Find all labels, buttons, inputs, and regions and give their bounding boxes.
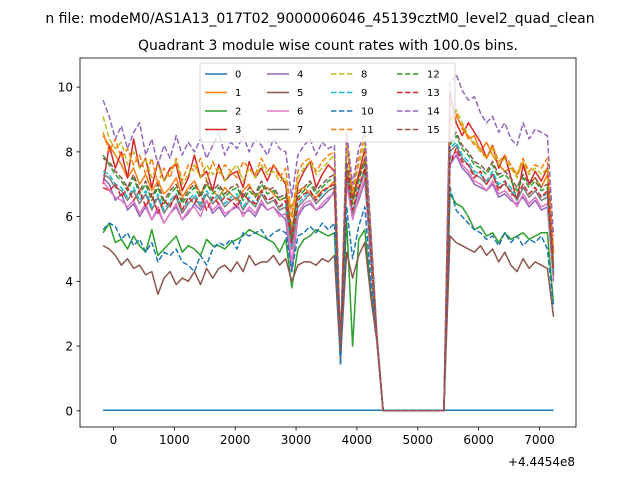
legend-label-12: 12 (427, 70, 440, 81)
legend-label-13: 13 (427, 88, 440, 99)
x-tick-label: 5000 (402, 433, 433, 447)
y-tick-label: 4 (65, 275, 73, 289)
x-tick-label: 4000 (342, 433, 373, 447)
y-tick-label: 8 (65, 145, 73, 159)
series-line-5 (102, 235, 555, 412)
legend-frame (199, 62, 456, 143)
x-tick-label: 6000 (463, 433, 494, 447)
series-line-1 (102, 115, 555, 412)
series-line-2 (102, 193, 555, 412)
legend-label-3: 3 (235, 125, 241, 136)
legend-label-11: 11 (361, 125, 374, 136)
x-tick-label: 7000 (524, 433, 555, 447)
x-tick-label: 2000 (220, 433, 251, 447)
plot-frame (79, 57, 577, 428)
series-line-3 (102, 92, 555, 412)
legend-label-1: 1 (235, 88, 241, 99)
legend-label-7: 7 (297, 125, 303, 136)
series-line-14 (102, 73, 555, 412)
legend-label-0: 0 (235, 70, 241, 81)
legend-label-4: 4 (297, 70, 303, 81)
chart-title: Quadrant 3 module wise count rates with … (138, 38, 518, 54)
series-line-10 (102, 186, 555, 412)
series-line-8 (102, 109, 555, 412)
x-tick-label: 0 (110, 433, 118, 447)
y-tick-label: 0 (65, 404, 73, 418)
chart-suptitle: n file: modeM0/AS1A13_017T02_9000006046_… (45, 11, 594, 27)
legend-label-5: 5 (297, 88, 303, 99)
legend-label-14: 14 (427, 107, 440, 118)
plot-area: 0 1000 2000 3000 4000 5000 6000 700002468100123… (58, 57, 577, 447)
y-tick-label: 6 (65, 210, 73, 224)
series-line-12 (102, 134, 555, 412)
x-tick-label: 1000 (159, 433, 190, 447)
series-line-13 (102, 147, 555, 412)
series-line-15 (102, 131, 555, 412)
legend-label-15: 15 (427, 125, 440, 136)
legend-label-9: 9 (361, 88, 367, 99)
legend-label-6: 6 (297, 107, 303, 118)
x-offset-label: +4.4454e8 (508, 455, 575, 469)
y-tick-label: 10 (58, 81, 73, 95)
legend-label-8: 8 (361, 70, 367, 81)
legend-label-2: 2 (235, 107, 241, 118)
series-line-7 (102, 144, 555, 412)
series-line-11 (102, 112, 555, 412)
legend-label-10: 10 (361, 107, 374, 118)
series-line-9 (102, 141, 555, 412)
series-line-6 (102, 151, 555, 412)
x-tick-label: 3000 (281, 433, 312, 447)
y-tick-label: 2 (65, 340, 73, 354)
